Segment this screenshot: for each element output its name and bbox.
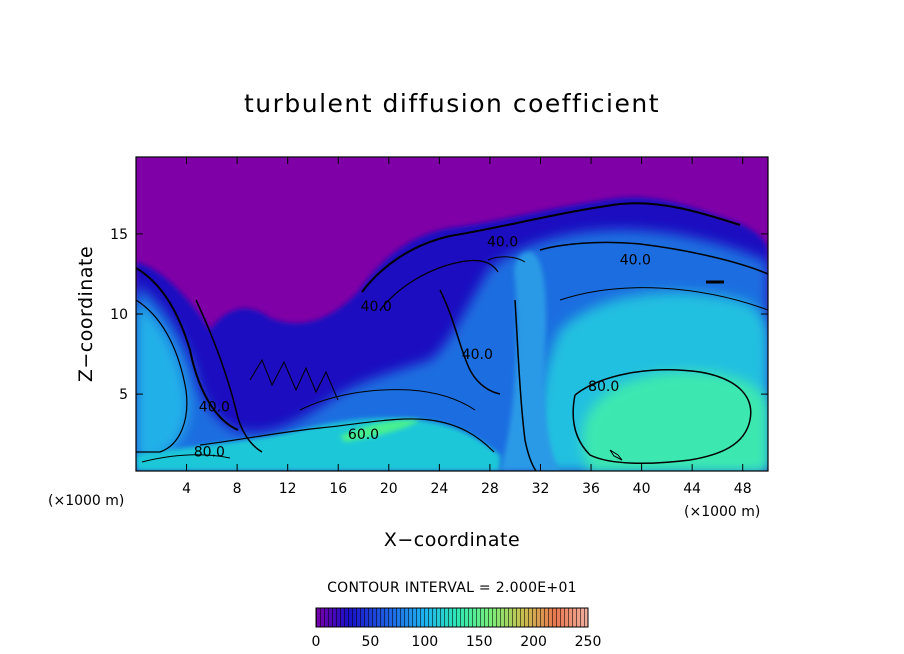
x-tick-label: 40 xyxy=(633,481,651,497)
contour-label: 40.0 xyxy=(487,235,518,251)
x-tick-label: 28 xyxy=(481,481,499,497)
colorbar-tick-label: 0 xyxy=(312,634,321,650)
contour-interval-text: CONTOUR INTERVAL = 2.000E+01 xyxy=(327,580,577,596)
y-tick-label: 5 xyxy=(119,387,128,403)
contour-label: 60.0 xyxy=(348,427,379,443)
colorbar-frame xyxy=(315,607,589,628)
x-axis-label: X−coordinate xyxy=(384,529,520,551)
contour-label: 40.0 xyxy=(361,299,392,315)
colorbar-tick-label: 150 xyxy=(466,634,493,650)
plot-area: 40.0 40.0 40.0 40.0 40.0 60.0 80.0 80.0 xyxy=(136,157,768,471)
colorbar-stripes xyxy=(316,608,588,627)
x-tick-label: 20 xyxy=(380,481,398,497)
colorbar-tick-label: 100 xyxy=(411,634,438,650)
x-tick-label: 48 xyxy=(734,481,752,497)
field-region-plume xyxy=(500,251,560,471)
x-tick-label: 32 xyxy=(532,481,550,497)
x-tick-label: 8 xyxy=(233,481,242,497)
contour-label: 80.0 xyxy=(194,445,225,461)
chart-title: turbulent diffusion coefficient xyxy=(244,89,660,118)
field-region-green-streak xyxy=(340,419,420,442)
colorbar-tick-layer: 0 50 100 150 200 250 xyxy=(312,634,602,650)
contour-label: 40.0 xyxy=(199,400,230,416)
colorbar-tick-label: 50 xyxy=(361,634,379,650)
contour-label: 40.0 xyxy=(462,347,493,363)
colorbar: 0 50 100 150 200 250 xyxy=(312,607,602,650)
colorbar-tick-label: 250 xyxy=(575,634,602,650)
y-axis-label: Z−coordinate xyxy=(75,246,97,382)
y-tick-label: 15 xyxy=(110,227,128,243)
x-tick-label: 36 xyxy=(582,481,600,497)
field-region-peak xyxy=(582,371,768,471)
x-unit-left: (×1000 m) xyxy=(48,493,124,509)
contour-label-layer: 40.0 40.0 40.0 40.0 40.0 60.0 80.0 80.0 xyxy=(194,235,651,461)
x-tick-label: 12 xyxy=(279,481,297,497)
y-tick-label: 10 xyxy=(110,307,128,323)
contour-lines xyxy=(136,202,768,471)
x-unit-right: (×1000 m) xyxy=(684,504,760,520)
colorbar-tick-label: 200 xyxy=(520,634,547,650)
x-tick-label: 4 xyxy=(182,481,191,497)
contour-label: 80.0 xyxy=(588,379,619,395)
x-tick-label: 24 xyxy=(430,481,448,497)
x-tick-label: 44 xyxy=(683,481,701,497)
x-tick-label: 16 xyxy=(329,481,347,497)
contour-label: 40.0 xyxy=(620,252,651,268)
field-region-left-lobe xyxy=(136,300,189,460)
